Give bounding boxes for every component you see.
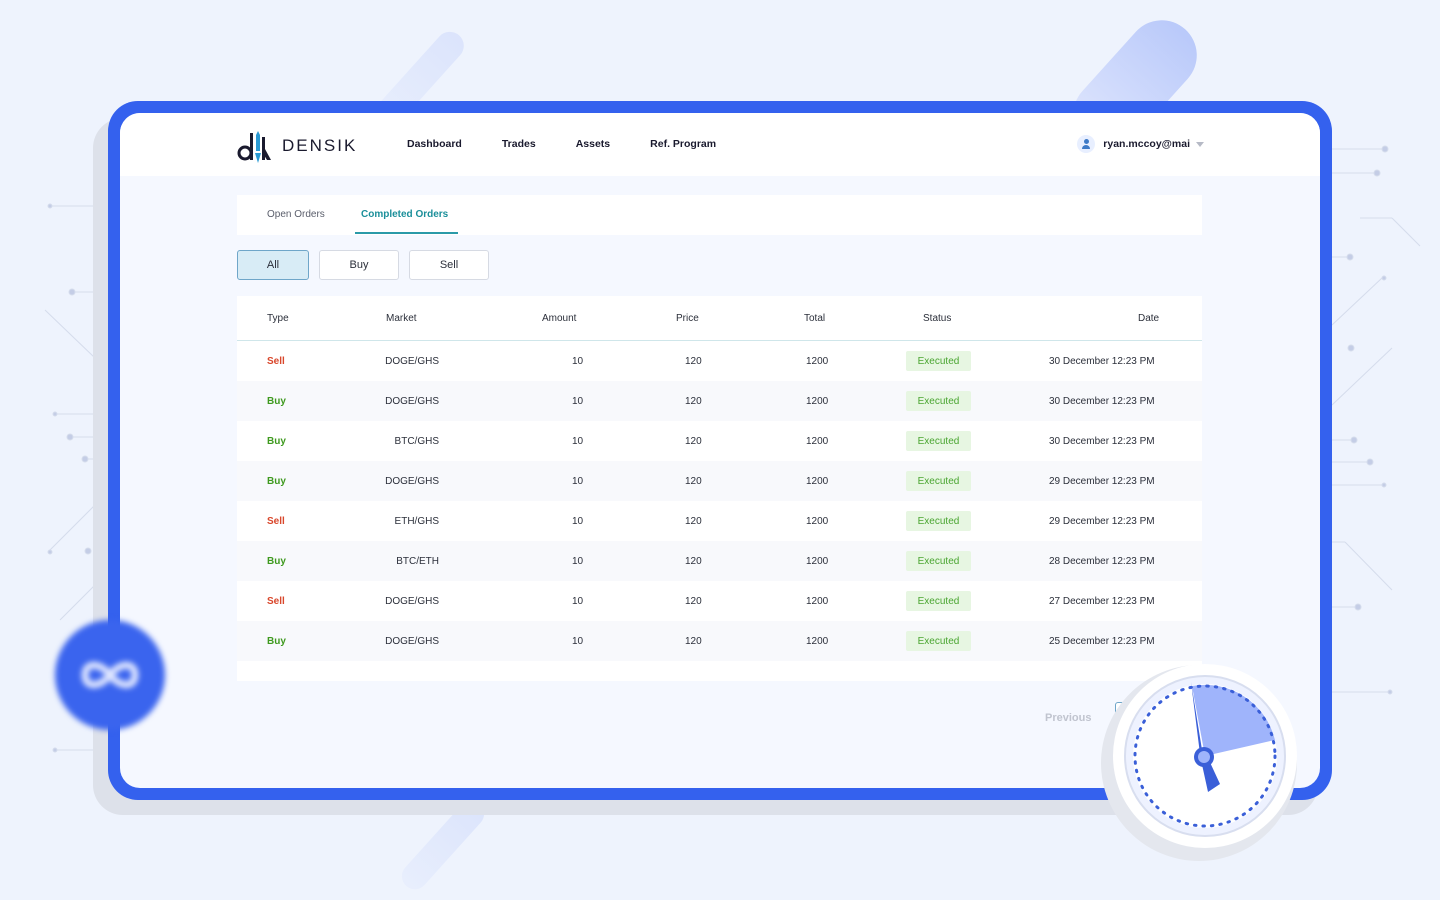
cell-price: 120 [685, 356, 702, 367]
pagination-previous[interactable]: Previous [1045, 712, 1092, 724]
table-row[interactable]: Sell DOGE/GHS 10 120 1200 30 December 12:23 P… [237, 341, 1202, 381]
cell-market: BTC/ETH [396, 556, 439, 567]
header-total: Total [804, 313, 826, 324]
table-row[interactable]: Buy DOGE/GHS 10 120 1200 30 December 12:23 PM… [237, 381, 1202, 421]
cell-price: 120 [685, 476, 702, 487]
header-type: Type [267, 313, 289, 324]
cell-market: ETH/GHS [394, 516, 439, 527]
cell-type: Buy [267, 636, 286, 647]
app-window: DENSIK Dashboard Trades Assets Ref. Prog… [120, 113, 1320, 788]
filter-buy-button[interactable]: Buy [319, 250, 399, 280]
cell-amount: 10 [572, 476, 584, 487]
cell-amount: 10 [572, 516, 584, 527]
filter-sell-button[interactable]: Sell [409, 250, 489, 280]
cell-market: BTC/GHS [394, 436, 439, 447]
status-badge: Executed [906, 431, 971, 451]
cell-total: 1200 [806, 356, 829, 367]
header-amount: Amount [542, 313, 577, 324]
header-status: Status [923, 313, 952, 324]
cell-date: 29 December 12:23 PM [1049, 516, 1155, 527]
cell-total: 1200 [806, 476, 829, 487]
table-row[interactable]: Buy DOGE/GHS 10 120 1200 25 December 12:23 PM… [237, 621, 1202, 661]
cell-type: Sell [267, 596, 285, 607]
cell-type: Buy [267, 556, 286, 567]
cell-price: 120 [685, 436, 702, 447]
cell-price: 120 [685, 516, 702, 527]
cell-date: 28 December 12:23 PM [1049, 556, 1155, 567]
cell-date: 30 December 12:23 PM [1049, 356, 1155, 367]
status-badge: Executed [906, 591, 971, 611]
status-badge: Executed [906, 471, 971, 491]
cell-total: 1200 [806, 396, 829, 407]
order-type-filter: All Buy Sell [237, 250, 489, 280]
header-date: Date [1138, 313, 1160, 324]
brand-logo[interactable]: DENSIK [236, 129, 357, 163]
cell-type: Buy [267, 396, 286, 407]
cell-total: 1200 [806, 556, 829, 567]
user-menu[interactable]: ryan.mccoy@mai [1077, 135, 1204, 153]
table-row[interactable]: Sell ETH/GHS 10 120 1200 29 December 12:23 PM… [237, 501, 1202, 541]
cell-date: 30 December 12:23 PM [1049, 396, 1155, 407]
active-tab-indicator [355, 232, 458, 234]
nav-item-assets[interactable]: Assets [575, 138, 611, 150]
cell-total: 1200 [806, 636, 829, 647]
cell-amount: 10 [572, 436, 584, 447]
filter-all-button[interactable]: All [237, 250, 309, 280]
cell-date: 29 December 12:23 PM [1049, 476, 1155, 487]
status-badge: Executed [906, 351, 971, 371]
cell-price: 120 [685, 596, 702, 607]
cell-market: DOGE/GHS [385, 596, 439, 607]
cell-date: 27 December 12:23 PM [1049, 596, 1155, 607]
nav-item-dashboard[interactable]: Dashboard [407, 138, 462, 150]
cell-total: 1200 [806, 516, 829, 527]
cell-market: DOGE/GHS [385, 356, 439, 367]
cell-type: Buy [267, 476, 286, 487]
tab-open-orders[interactable]: Open Orders [267, 209, 325, 220]
cell-amount: 10 [572, 356, 584, 367]
cell-price: 120 [685, 636, 702, 647]
main-nav: Dashboard Trades Assets Ref. Program [407, 138, 716, 150]
header-market: Market [386, 313, 417, 324]
status-badge: Executed [906, 511, 971, 531]
cell-type: Buy [267, 436, 286, 447]
cell-type: Sell [267, 356, 285, 367]
cell-amount: 10 [572, 636, 584, 647]
cell-market: DOGE/GHS [385, 636, 439, 647]
cell-amount: 10 [572, 556, 584, 567]
logo-icon [237, 131, 271, 163]
table-header: Type Market Amount Price Total Status Da… [237, 296, 1202, 341]
status-badge: Executed [906, 551, 971, 571]
status-badge: Executed [906, 631, 971, 651]
chevron-down-icon[interactable] [1196, 141, 1204, 147]
cell-date: 25 December 12:23 PM [1049, 636, 1155, 647]
cell-total: 1200 [806, 436, 829, 447]
completed-orders-table: Type Market Amount Price Total Status Da… [237, 296, 1202, 681]
cell-market: DOGE/GHS [385, 396, 439, 407]
circuit-lines-right [1331, 145, 1421, 695]
header-price: Price [676, 313, 699, 324]
pagination-page-button[interactable] [1115, 702, 1147, 734]
status-badge: Executed [906, 391, 971, 411]
table-row[interactable]: Buy BTC/GHS 10 120 1200 30 December 12:23 PM E… [237, 421, 1202, 461]
tab-completed-orders[interactable]: Completed Orders [361, 209, 449, 220]
user-email: ryan.mccoy@mai [1103, 138, 1190, 150]
top-navigation-bar: DENSIK Dashboard Trades Assets Ref. Prog… [120, 113, 1320, 176]
brand-name: DENSIK [282, 136, 358, 155]
cell-price: 120 [685, 556, 702, 567]
nav-item-ref-program[interactable]: Ref. Program [650, 138, 717, 150]
cell-price: 120 [685, 396, 702, 407]
cell-total: 1200 [806, 596, 829, 607]
table-row[interactable]: Sell DOGE/GHS 10 120 1200 27 December 12:23 P… [237, 581, 1202, 621]
cell-amount: 10 [572, 396, 584, 407]
cell-type: Sell [267, 516, 285, 527]
cell-amount: 10 [572, 596, 584, 607]
orders-tabs: Open Orders Completed Orders [237, 195, 1202, 235]
table-row[interactable]: Buy DOGE/GHS 10 120 1200 29 December 12:23 PM… [237, 461, 1202, 501]
user-icon [1077, 135, 1096, 153]
nav-item-trades[interactable]: Trades [501, 138, 536, 150]
cell-market: DOGE/GHS [385, 476, 439, 487]
cell-date: 30 December 12:23 PM [1049, 436, 1155, 447]
table-row[interactable]: Buy BTC/ETH 10 120 1200 28 December 12:23 PM E… [237, 541, 1202, 581]
